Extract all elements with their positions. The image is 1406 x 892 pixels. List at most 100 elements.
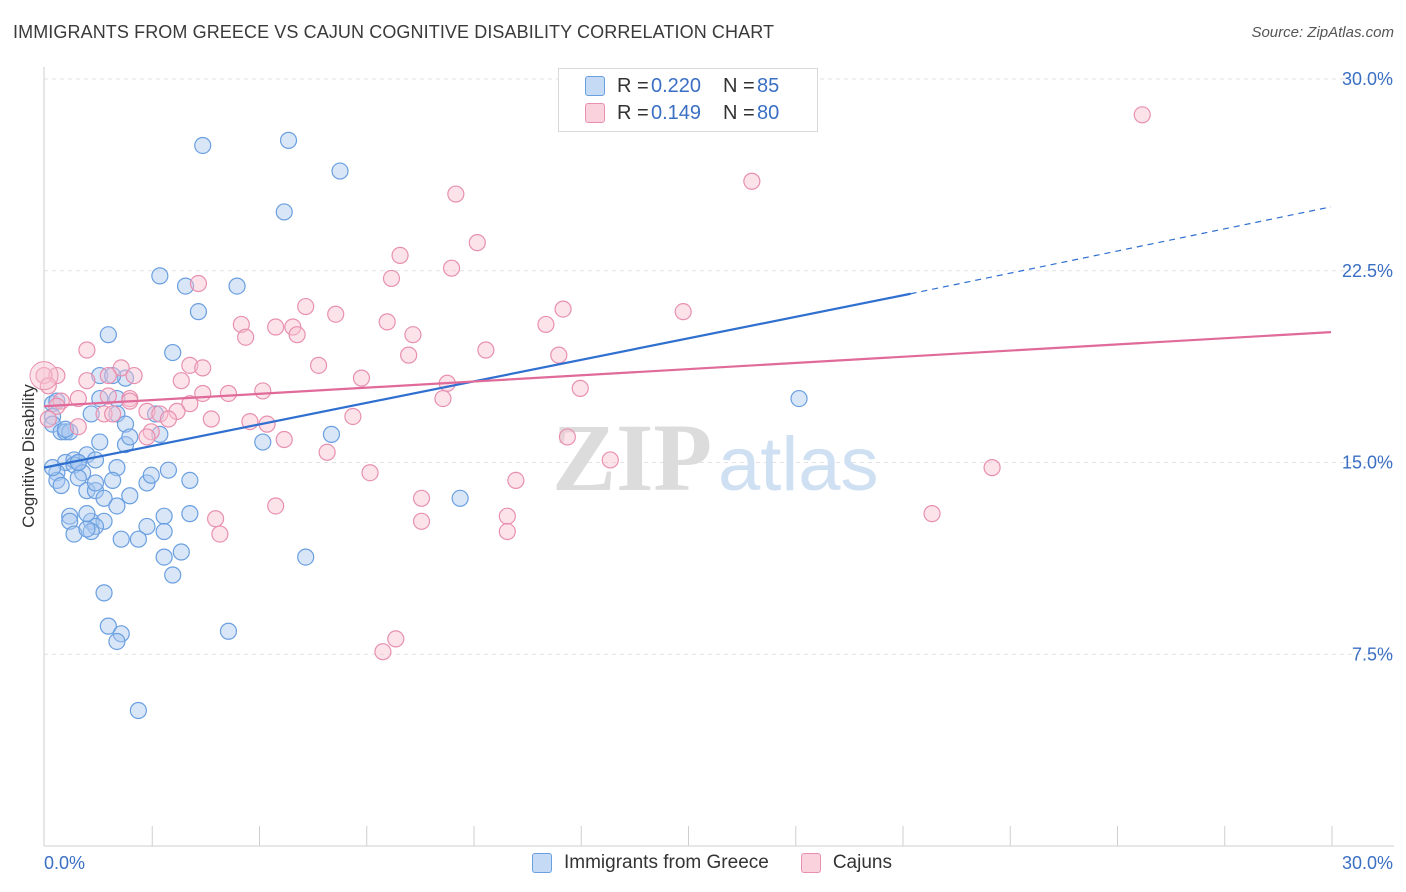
legend-label-greece: Immigrants from Greece [564, 852, 769, 873]
data-point [211, 525, 229, 543]
data-point [207, 510, 225, 528]
data-point [790, 389, 808, 408]
data-point [155, 507, 173, 525]
data-point [164, 566, 182, 584]
legend-r-label: R = [617, 74, 649, 97]
data-point [571, 379, 589, 397]
data-point [172, 543, 190, 561]
data-point [61, 507, 79, 525]
data-point [412, 512, 431, 530]
data-point [99, 326, 117, 344]
data-point [61, 512, 79, 530]
data-point [56, 420, 75, 438]
data-point [116, 415, 135, 433]
data-point [78, 520, 96, 538]
data-point [202, 410, 220, 428]
legend-swatch-greece [585, 76, 605, 96]
data-point [181, 505, 199, 523]
data-point [219, 622, 238, 640]
data-point [309, 356, 328, 374]
correlation-legend: R = 0.220 N = 85 R = 0.149 N = 80 [558, 68, 818, 132]
y-tick-label: 15.0% [1342, 453, 1393, 473]
data-point [159, 461, 178, 479]
data-point [297, 297, 315, 316]
data-point [275, 430, 293, 449]
data-point [297, 548, 315, 566]
data-point [447, 185, 465, 203]
data-point [78, 341, 96, 359]
data-point [95, 489, 113, 507]
legend-r-value: 0.149 [651, 101, 702, 124]
data-point [558, 428, 576, 446]
trend-lines [43, 206, 1332, 469]
data-point [554, 300, 572, 318]
tick-labels: 7.5% 15.0% 22.5% 30.0% 0.0% 30.0% [44, 69, 1393, 873]
data-point [104, 405, 122, 423]
legend-row-cajuns: R = 0.149 N = 80 [585, 100, 779, 126]
data-point [39, 410, 57, 428]
watermark: ZIP atlas [552, 404, 879, 511]
data-point [181, 395, 199, 413]
data-point [121, 487, 139, 505]
legend-label-cajuns: Cajuns [832, 852, 892, 873]
data-point [743, 172, 761, 190]
data-point [352, 369, 371, 387]
data-point [923, 505, 941, 523]
data-point [412, 489, 431, 507]
legend-swatch-greece [532, 853, 552, 873]
watermark-zip: ZIP [552, 404, 712, 511]
legend-item-greece[interactable]: Immigrants from Greece [532, 852, 769, 874]
data-point [78, 505, 96, 523]
data-point [69, 389, 87, 408]
legend-n-value: 85 [757, 74, 780, 97]
source-label: Source: ZipAtlas.com [1251, 24, 1394, 41]
data-point [331, 162, 349, 180]
data-point [112, 359, 130, 377]
data-point [99, 366, 117, 385]
data-point [434, 389, 452, 408]
legend-swatch-cajuns [585, 103, 605, 123]
trend-line-cajuns [43, 331, 1332, 408]
data-point [232, 315, 250, 334]
data-point [69, 469, 87, 487]
data-point [442, 259, 461, 277]
data-point [601, 451, 619, 469]
data-point [275, 203, 293, 221]
data-point [138, 402, 156, 420]
data-point [382, 269, 401, 288]
data-point [151, 267, 169, 285]
legend-item-cajuns[interactable]: Cajuns [800, 852, 892, 874]
data-point [391, 246, 409, 265]
data-point [82, 405, 100, 423]
data-point [125, 366, 143, 385]
data-point [219, 384, 238, 403]
data-point [498, 522, 516, 541]
data-point [400, 346, 418, 364]
data-point [361, 464, 379, 482]
data-point [176, 277, 195, 295]
x-tick-label: 0.0% [44, 853, 85, 873]
legend-r-label: R = [617, 101, 649, 124]
data-point [1133, 106, 1151, 124]
data-point [267, 318, 285, 336]
legend-row-greece: R = 0.220 N = 85 [585, 73, 779, 99]
legend-n-label: N = [723, 101, 755, 124]
data-point [138, 428, 156, 446]
data-point [267, 497, 285, 515]
data-point [78, 372, 96, 390]
data-point [99, 617, 117, 635]
y-tick-label: 7.5% [1352, 644, 1393, 664]
data-points [29, 106, 1151, 720]
legend-n-label: N = [723, 74, 755, 97]
data-point [121, 428, 139, 446]
data-point [86, 451, 105, 469]
legend-swatch-cajuns [800, 853, 821, 873]
data-point [674, 303, 692, 321]
data-point [52, 476, 70, 495]
data-point [507, 471, 525, 489]
data-point [228, 277, 246, 295]
data-point [189, 303, 208, 321]
data-point [29, 361, 59, 391]
data-point [155, 522, 173, 541]
